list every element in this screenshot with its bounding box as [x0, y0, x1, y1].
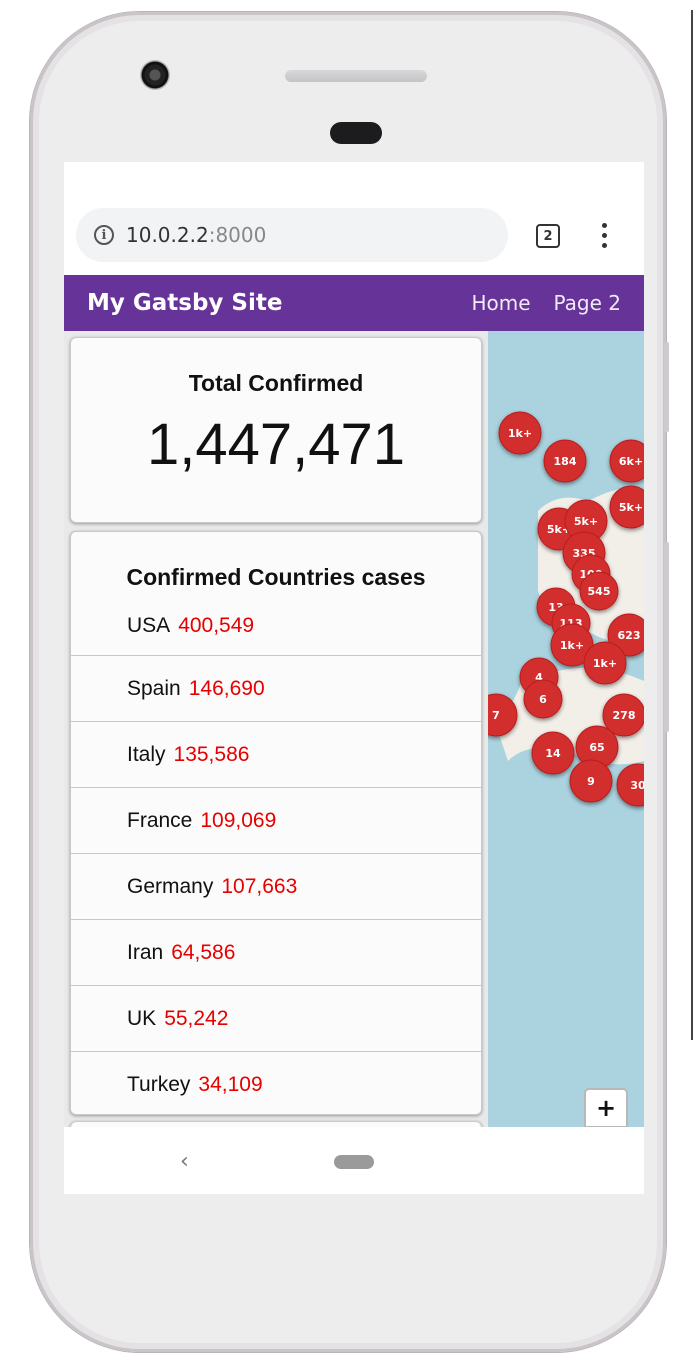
map-cluster-marker[interactable] — [616, 763, 644, 807]
site-brand[interactable]: My Gatsby Site — [87, 290, 283, 316]
map-cluster-label: 6k+ — [619, 455, 643, 468]
country-cases: 107,663 — [221, 874, 298, 898]
status-bar — [64, 162, 644, 198]
back-icon[interactable]: ‹ — [180, 1149, 189, 1174]
zoom-in-button[interactable]: + — [584, 1088, 628, 1127]
map-cluster-marker[interactable] — [609, 439, 644, 483]
map-cluster-label: 623 — [618, 629, 641, 642]
device-screen: i 10.0.2.2:8000 2 My Gatsby Site Home Pa… — [64, 162, 644, 1194]
power-button — [664, 542, 669, 732]
countries-list: USA 400,549 Spain 146,690 Italy 135,586 France… — [71, 597, 481, 1114]
total-confirmed-value: 1,447,471 — [146, 412, 406, 477]
map-cluster-label: 1k+ — [560, 639, 584, 652]
country-name: UK — [127, 1006, 157, 1030]
countries-title: Confirmed Countries cases — [126, 564, 426, 590]
site-header: My Gatsby Site Home Page 2 — [64, 275, 644, 331]
map-cluster-label: 1k+ — [508, 427, 532, 440]
nav-home-link[interactable]: Home — [471, 291, 531, 315]
country-row: UK 55,242 — [71, 986, 481, 1052]
map-cluster-marker[interactable] — [569, 759, 613, 803]
tab-switcher-icon[interactable]: 2 — [536, 224, 560, 248]
map-cluster-label: 5k+ — [547, 523, 571, 536]
map-cluster-marker[interactable] — [488, 693, 518, 737]
next-card — [70, 1121, 482, 1127]
country-row: Germany 107,663 — [71, 854, 481, 920]
more-vert-icon[interactable] — [596, 220, 612, 252]
map-cluster-marker[interactable] — [550, 623, 594, 667]
map-cluster-marker[interactable] — [602, 693, 644, 737]
country-cases: 146,690 — [188, 676, 265, 700]
earpiece-speaker — [285, 70, 427, 82]
nav-page2-link[interactable]: Page 2 — [553, 291, 622, 315]
map-cluster-label: 9 — [587, 775, 595, 788]
country-row: Iran 64,586 — [71, 920, 481, 986]
map-cluster-marker[interactable] — [583, 641, 627, 685]
volume-button — [664, 342, 669, 432]
country-row: Italy 135,586 — [71, 722, 481, 788]
country-row: France 109,069 — [71, 788, 481, 854]
total-confirmed-title: Total Confirmed — [188, 370, 364, 396]
main-content: 1k+1846k+5k+5k+5k+335100545131136231k+1k… — [64, 331, 644, 1127]
country-cases: 400,549 — [178, 614, 255, 637]
country-name: Italy — [127, 742, 166, 766]
country-name: USA — [127, 614, 171, 637]
map-cluster-marker[interactable] — [498, 411, 542, 455]
map-cluster-label: 65 — [589, 741, 604, 754]
map-cluster-label: 184 — [554, 455, 577, 468]
url-host: 10.0.2.2 — [126, 223, 209, 247]
map-cluster-marker[interactable] — [609, 485, 644, 529]
country-name: France — [127, 808, 193, 832]
country-cases: 109,069 — [200, 808, 277, 832]
map-cluster-label: 5k+ — [574, 515, 598, 528]
total-confirmed-card: Total Confirmed 1,447,471 — [70, 337, 482, 523]
map-cluster-label: 1k+ — [593, 657, 617, 670]
url-port: :8000 — [208, 223, 267, 247]
browser-toolbar: i 10.0.2.2:8000 2 — [64, 198, 644, 275]
map-cluster-marker[interactable] — [531, 731, 575, 775]
countries-card: Confirmed Countries cases USA 400,549 Spai… — [70, 531, 482, 1115]
map-layer: 1k+1846k+5k+5k+5k+335100545131136231k+1k… — [488, 411, 644, 807]
country-name: Turkey — [127, 1072, 191, 1096]
map-cluster-label: 4 — [535, 671, 543, 684]
country-row: Spain 146,690 — [71, 656, 481, 722]
map-cluster-label: 278 — [613, 709, 636, 722]
country-cases: 34,109 — [198, 1072, 263, 1096]
country-name: Germany — [127, 874, 214, 898]
country-cases: 64,586 — [171, 940, 236, 964]
proximity-sensor — [330, 122, 382, 144]
map-cluster-label: 545 — [588, 585, 611, 598]
front-camera — [140, 60, 170, 90]
country-row: Turkey 34,109 — [71, 1052, 481, 1114]
map-cluster-label: 6 — [539, 693, 547, 706]
map-cluster-label: 30 — [630, 779, 644, 792]
country-name: Spain — [127, 676, 181, 700]
address-bar[interactable]: i 10.0.2.2:8000 — [76, 208, 508, 262]
android-nav-bar: ‹ — [64, 1127, 644, 1194]
map-cluster-label: 14 — [545, 747, 561, 760]
country-cases: 55,242 — [164, 1006, 229, 1030]
map[interactable]: 1k+1846k+5k+5k+5k+335100545131136231k+1k… — [488, 331, 644, 1127]
country-name: Iran — [127, 940, 164, 964]
map-cluster-label: 5k+ — [619, 501, 643, 514]
map-cluster-marker[interactable] — [579, 571, 619, 611]
map-cluster-label: 7 — [492, 709, 500, 722]
home-icon[interactable] — [334, 1155, 374, 1169]
map-cluster-marker[interactable] — [523, 679, 563, 719]
country-cases: 135,586 — [173, 742, 250, 766]
info-icon[interactable]: i — [94, 225, 114, 245]
country-row: USA 400,549 — [71, 597, 481, 656]
site-nav: Home Page 2 — [471, 275, 644, 331]
map-cluster-marker[interactable] — [543, 439, 587, 483]
window-edge — [691, 10, 693, 1040]
